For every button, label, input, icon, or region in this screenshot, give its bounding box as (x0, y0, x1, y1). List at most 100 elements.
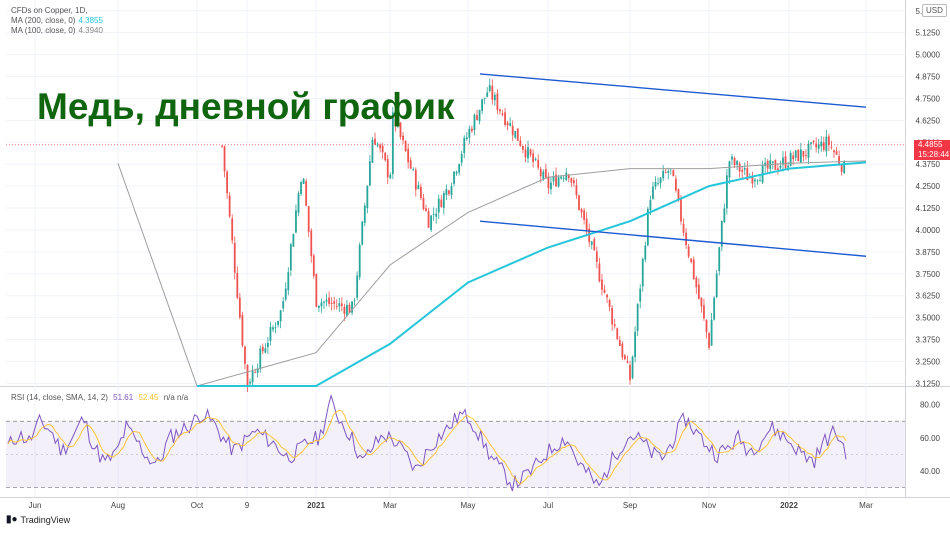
candle-body (274, 327, 277, 329)
candle-body (289, 244, 292, 271)
candle-body (455, 171, 458, 174)
candle-body (825, 136, 828, 152)
candle-body (226, 171, 228, 194)
candle-body (504, 112, 506, 125)
candle-body (369, 161, 371, 186)
tradingview-branding[interactable]: ▮● TradingView (6, 514, 70, 525)
candle-body (654, 182, 657, 187)
candle-body (794, 150, 797, 158)
candle-body (636, 303, 639, 331)
candle-body (379, 144, 381, 149)
candle-body (473, 114, 476, 131)
candle-body (312, 255, 315, 276)
candle-body (723, 208, 726, 223)
bar-countdown: 15:28:44 (918, 150, 950, 159)
candle-body (292, 234, 295, 247)
candle-body (649, 200, 652, 211)
candle-body (677, 189, 680, 200)
candle-body (420, 186, 422, 199)
candle-body (570, 178, 573, 183)
time-tick-label: Jul (543, 501, 553, 510)
candle-body (741, 169, 744, 172)
ma100-value: 4.3940 (78, 26, 103, 35)
candle-body (802, 150, 805, 157)
time-tick-label: May (460, 501, 475, 510)
candle-body (601, 279, 603, 290)
candle-body (715, 273, 718, 298)
candle-body (251, 370, 254, 383)
candle-body (409, 160, 412, 169)
candle-body (425, 208, 427, 212)
candle-body (374, 138, 376, 145)
candle-body (807, 143, 810, 158)
candle-body (542, 171, 545, 179)
ma200-label: MA (200, close, 0) (11, 16, 76, 25)
candle-body (432, 214, 435, 215)
price-tick-label: 3.3750 (916, 336, 941, 345)
candle-body (238, 297, 241, 318)
candle-body (412, 169, 415, 170)
ma200-line (197, 161, 867, 387)
candle-body (534, 158, 537, 161)
candle-body (675, 178, 677, 191)
candle-body (685, 232, 687, 246)
candle-body (478, 109, 481, 122)
candle-body (335, 305, 338, 307)
time-tick-label: Jun (29, 501, 42, 510)
candle-body (458, 164, 461, 173)
candle-body (550, 182, 552, 190)
candle-body (664, 172, 667, 173)
candle-body (381, 145, 384, 153)
candle-body (272, 327, 274, 330)
candle-body (672, 170, 675, 177)
candle-body (407, 148, 410, 163)
candle-body (539, 168, 542, 177)
candle-body (249, 381, 251, 384)
candle-body (736, 160, 738, 165)
candle-body (565, 172, 568, 180)
candle-body (333, 301, 336, 304)
price-tick-label: 5.1250 (916, 29, 941, 38)
candle-body (659, 177, 662, 184)
candle-body (784, 156, 787, 168)
rsi-legend: RSI (14, close, SMA, 14, 2) 51.61 52.45 … (11, 393, 188, 403)
candle-body (567, 174, 570, 179)
candle-body (583, 210, 585, 220)
candle-body (810, 142, 812, 144)
candle-body (728, 161, 731, 178)
candle-body (233, 242, 236, 273)
candle-body (519, 140, 522, 146)
candle-body (284, 288, 287, 300)
tradingview-wordmark: TradingView (20, 514, 71, 525)
candle-body (644, 245, 647, 260)
candle-body (575, 185, 578, 196)
candle-body (817, 144, 820, 149)
rsi-tick-label: 40.00 (920, 467, 941, 476)
candle-body (302, 179, 305, 185)
candle-body (695, 277, 698, 288)
time-tick-label: Aug (111, 501, 125, 510)
candle-body (358, 244, 361, 278)
currency-button[interactable]: USD (922, 4, 947, 17)
candle-body (328, 297, 330, 304)
candle-body (547, 176, 550, 189)
candle-body (580, 209, 583, 213)
candle-body (259, 348, 262, 370)
candle-body (471, 128, 473, 132)
price-tick-label: 5.0000 (916, 51, 941, 60)
candle-body (667, 171, 670, 173)
last-price-tag: 4.4855 15:28:44 (914, 140, 950, 160)
candle-body (743, 168, 746, 170)
candle-body (463, 137, 466, 154)
candle-body (244, 346, 246, 364)
candle-body (792, 155, 795, 160)
candle-body (593, 239, 596, 251)
candle-body (616, 328, 619, 339)
candle-body (618, 340, 621, 346)
candle-body (264, 348, 267, 353)
candle-body (509, 123, 512, 126)
candle-body (603, 289, 606, 293)
candle-body (476, 115, 478, 121)
